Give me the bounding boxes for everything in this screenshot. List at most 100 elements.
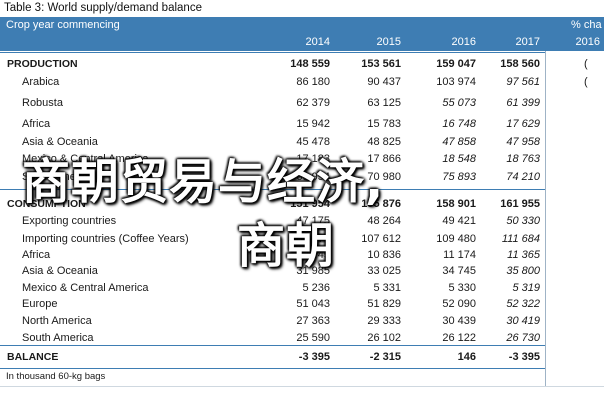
table-row: BALANCE -3 395 -2 315 146 -3 395 [0,349,604,365]
cell-value: 161 955 [500,198,540,210]
cell-value: 52 090 [442,298,476,310]
cell-value: 55 073 [442,97,476,109]
cell-value: 34 745 [442,265,476,277]
table-row: South America 25 590 26 102 26 122 26 730 [0,330,604,346]
cell-value: 155 876 [361,198,401,210]
cell-value: 104 779 [290,233,330,245]
cell-value: 5 331 [373,282,401,294]
table-row: Exporting countries 47 175 48 264 49 421 50 … [0,213,604,229]
row-label: Importing countries (Coffee Years) [22,233,189,245]
cell-value: 30 439 [442,315,476,327]
cell-value: 16 748 [442,118,476,130]
table-row: South America 69 954 70 980 75 893 74 210 [0,169,604,185]
cell-value: 74 210 [506,171,540,183]
cell-value-truncated: ( [584,76,588,88]
table-row: Arabica 86 180 90 437 103 974 97 561 ( [0,74,604,90]
cell-value: 146 [457,351,476,363]
cell-value: 26 102 [367,332,401,344]
cell-value: -2 315 [369,351,401,363]
table-row: Asia & Oceania 45 478 48 825 47 858 47 958 [0,134,604,150]
cell-value: 10 836 [367,249,401,261]
cell-value: 69 954 [296,171,330,183]
row-label: Arabica [22,76,60,88]
cell-value: 151 954 [290,198,330,210]
cell-value: 47 175 [296,215,330,227]
table-row: Asia & Oceania 31 985 33 025 34 745 35 800 [0,263,604,279]
cell-value: 35 800 [506,265,540,277]
cell-value: 107 612 [361,233,401,245]
row-label: Asia & Oceania [22,265,98,277]
table-row: Europe 51 043 51 829 52 090 52 322 [0,296,604,312]
section-divider [0,345,545,346]
table-row: Mexico & Central America 5 236 5 331 5 330 5… [0,280,604,296]
row-label: Exporting countries [22,215,117,227]
cell-value: 61 399 [506,97,540,109]
cell-value: 25 590 [296,332,330,344]
cell-value: 15 783 [367,118,401,130]
cell-value: 63 125 [367,97,401,109]
cell-value: 97 561 [506,76,540,88]
header-row-crop-year: Crop year commencing % cha [0,17,604,34]
cell-value: 29 333 [367,315,401,327]
row-label: Asia & Oceania [22,136,98,148]
cell-value: 11 365 [507,249,540,261]
row-label: South America [22,332,94,344]
table-row: Africa 15 942 15 783 16 748 17 629 [0,116,604,132]
table-row: Robusta 62 379 63 125 55 073 61 399 [0,95,604,111]
cell-value: 26 730 [506,332,540,344]
cell-value: 86 180 [296,76,330,88]
cell-value: 30 419 [506,315,540,327]
year-header-2014: 2014 [305,36,330,48]
cell-value: 90 437 [367,76,401,88]
cell-value: 70 980 [367,171,401,183]
table-row: North America 27 363 29 333 30 439 30 419 [0,313,604,329]
table-row: CONSUMPTION 151 954 155 876 158 901 161 955 [0,196,604,212]
cell-value: 109 480 [436,233,476,245]
cell-value: 62 379 [296,97,330,109]
cell-value: -3 395 [298,351,330,363]
cell-value: 5 236 [302,282,330,294]
cell-value: 17 183 [296,153,330,165]
section-divider [0,189,545,190]
cell-value: 51 829 [367,298,401,310]
cell-value: 153 561 [361,58,401,70]
section-divider [0,52,545,53]
bottom-border [0,386,604,387]
cell-value: 48 825 [367,136,401,148]
cell-value: 27 363 [296,315,330,327]
year-header-2015: 2015 [376,36,401,48]
cell-value: 103 974 [436,76,476,88]
cell-value: 47 958 [506,136,540,148]
row-label: Africa [22,249,51,261]
cell-value: 51 043 [296,298,330,310]
crop-year-label: Crop year commencing [6,19,120,31]
table-title: Table 3: World supply/demand balance [0,0,604,17]
cell-value: 148 559 [290,58,330,70]
cell-value-truncated: ( [584,58,588,70]
cell-value: 5 319 [512,282,540,294]
cell-value: 15 942 [296,118,330,130]
year-header-pct-2016: 2016 [575,36,600,48]
cell-value: 158 560 [500,58,540,70]
cell-value: 111 684 [501,233,540,245]
row-label: PRODUCTION [7,58,78,70]
cell-value: 17 629 [506,118,540,130]
percent-change-label: % cha [571,19,602,31]
cell-value: 48 264 [367,215,401,227]
cell-value: 45 478 [296,136,330,148]
table-row: PRODUCTION 148 559 153 561 159 047 158 560 ( [0,56,604,72]
cell-value: 75 893 [442,171,476,183]
cell-value: 158 901 [436,198,476,210]
table-row: Mexico & Central America 17 183 17 866 18 5… [0,151,604,167]
row-label: Mexico & Central America [22,282,149,294]
cell-value: 18 548 [442,153,476,165]
cell-value: 159 047 [436,58,476,70]
cell-value: 17 866 [367,153,401,165]
cell-value: 33 025 [367,265,401,277]
table-row: Importing countries (Coffee Years) 104 77… [0,231,604,247]
cell-value: 5 330 [448,282,476,294]
footer-divider [0,368,545,369]
cell-value: 11 174 [443,249,476,261]
row-label: South America [22,171,94,183]
row-label: CONSUMPTION [7,198,86,210]
